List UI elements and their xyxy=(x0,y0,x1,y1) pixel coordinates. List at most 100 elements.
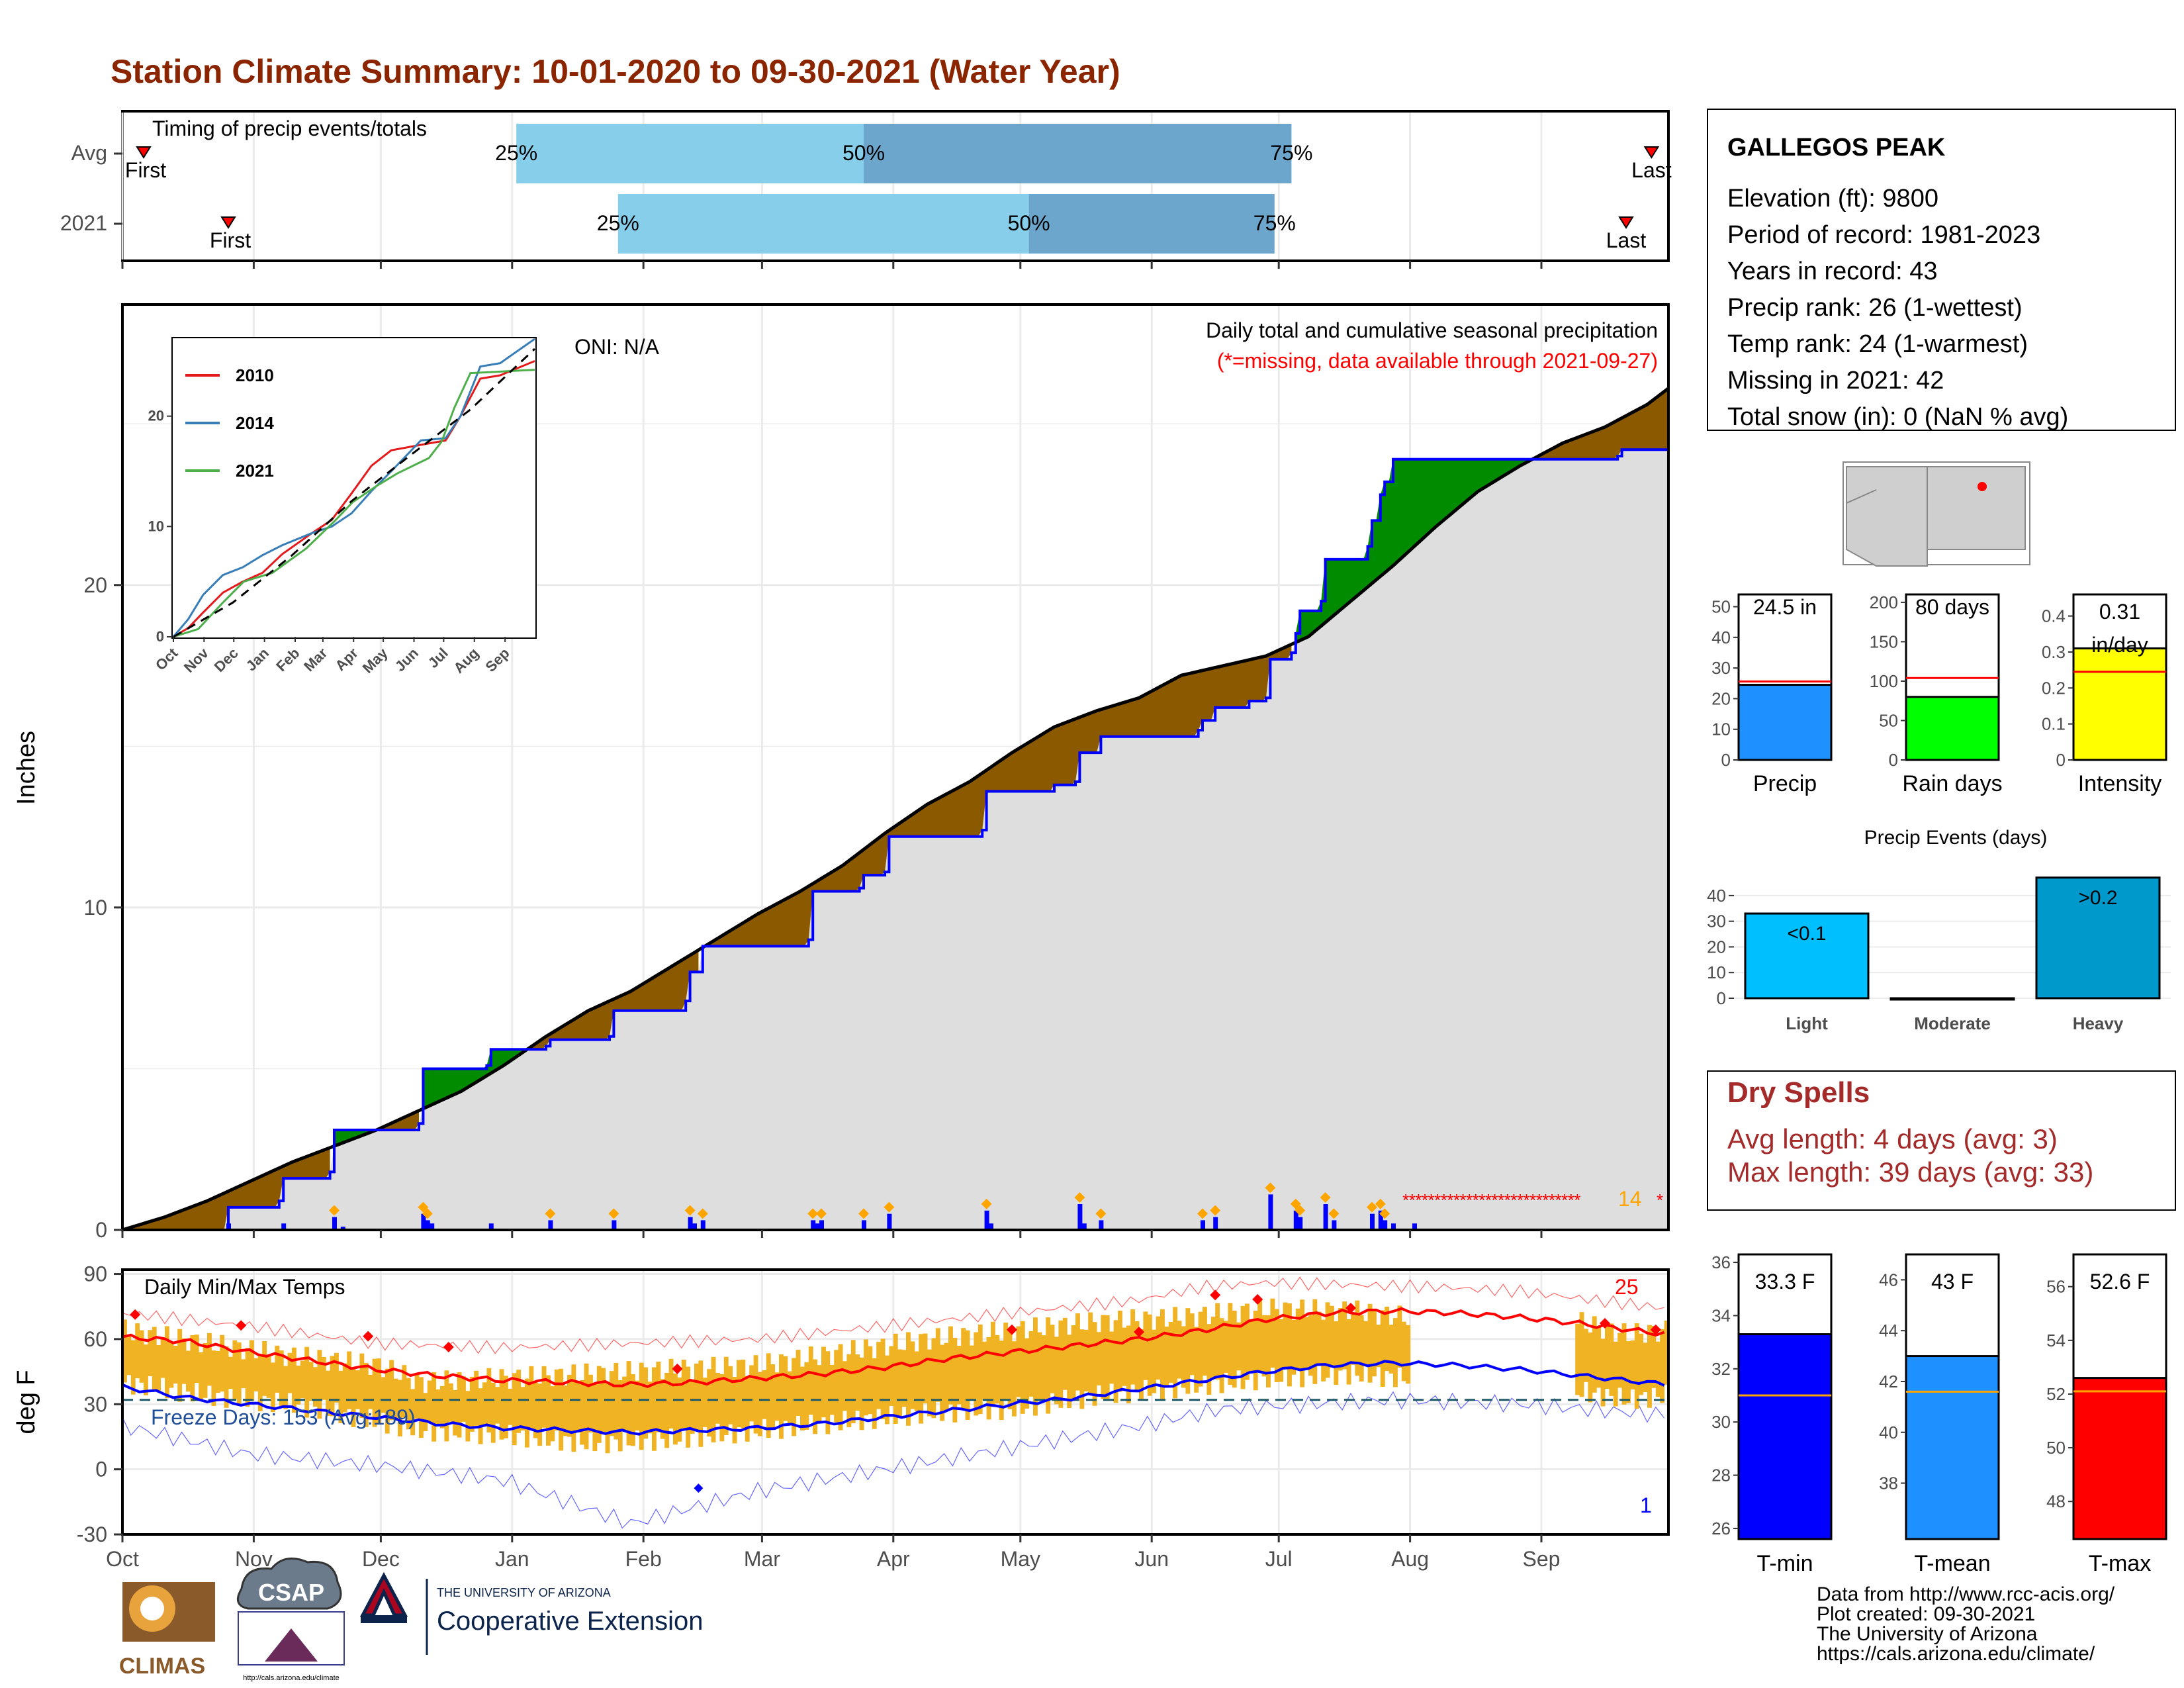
timing-marker-first xyxy=(136,146,152,159)
temp-bar-t-max xyxy=(2072,1377,2167,1540)
temp-daily-bar xyxy=(774,1372,780,1421)
temp-daily-bar xyxy=(1189,1313,1195,1376)
temp-daily-bar xyxy=(723,1356,729,1435)
month-label: Feb xyxy=(625,1547,662,1571)
missing-data-marker: * xyxy=(1434,1190,1441,1210)
temp-daily-bar xyxy=(1156,1316,1161,1380)
temp-record-max-line xyxy=(122,1276,1664,1354)
temp-daily-bar xyxy=(694,1363,699,1432)
temp-daily-bar xyxy=(432,1372,437,1442)
temp-daily-bar xyxy=(1160,1309,1165,1399)
station-name: GALLEGOS PEAK xyxy=(1727,134,1946,162)
timing-marker-label-last: Last xyxy=(1606,228,1647,252)
temp-daily-bar xyxy=(978,1324,983,1415)
month-label: Oct xyxy=(106,1547,139,1571)
temp-daily-bar xyxy=(1033,1317,1038,1416)
temp-daily-bar xyxy=(965,1330,970,1420)
temp-daily-bar xyxy=(520,1387,525,1430)
temp-daily-bar xyxy=(1075,1313,1080,1391)
temp-daily-bar xyxy=(1334,1321,1339,1385)
temp-daily-bar xyxy=(296,1365,301,1405)
temp-daily-bar xyxy=(897,1349,903,1417)
temp-daily-bar xyxy=(427,1380,432,1423)
temp-daily-bar xyxy=(986,1336,991,1420)
precip-events-panel: Precip Events (days) 0 10 20 30 40 <0.1 Light M… xyxy=(1707,827,2171,1033)
station-info-line: Period of record: 1981-2023 xyxy=(1727,221,2040,249)
missing-data-marker: * xyxy=(1492,1190,1498,1210)
precip-avg-cumulative-line xyxy=(122,387,1670,1232)
temp-y-axis-label: deg F xyxy=(13,1370,40,1434)
summary-bar-rain-days xyxy=(1905,696,2000,761)
temp-daily-bar xyxy=(850,1340,856,1424)
temp-daily-bar xyxy=(745,1376,750,1442)
temp-daily-bar xyxy=(419,1377,424,1438)
temp-daily-bar xyxy=(224,1346,229,1408)
precip-deficit-area xyxy=(707,644,1292,947)
temp-daily-bar xyxy=(1372,1310,1377,1377)
temp-daily-bar xyxy=(1651,1326,1657,1388)
dry-spells-title: Dry Spells xyxy=(1727,1076,1870,1109)
temp-y-tick-label: 0 xyxy=(95,1458,107,1481)
events-y-tick-label: 10 xyxy=(1707,962,1726,982)
temp-daily-bar xyxy=(504,1376,508,1438)
temp-daily-bar xyxy=(813,1359,818,1434)
precip-daily-bar xyxy=(989,1223,993,1230)
temp-daily-bar xyxy=(181,1338,187,1384)
temp-daily-bar xyxy=(250,1340,254,1401)
temp-daily-bar xyxy=(580,1380,585,1445)
temp-daily-bar xyxy=(842,1361,847,1411)
temp-daily-bar xyxy=(1596,1326,1602,1388)
temp-bar-category-label: T-mean xyxy=(1914,1551,1990,1576)
summary-bars: 0 10 20 30 40 50 24.5 in Precip 0 50 100 150 200 80 d… xyxy=(1711,592,2167,796)
precip-daily-bar xyxy=(1332,1220,1337,1230)
precip-daily-bar xyxy=(332,1217,337,1230)
temp-daily-bar xyxy=(385,1368,390,1434)
temp-daily-bar xyxy=(465,1391,471,1442)
temp-daily-bar xyxy=(1393,1318,1398,1387)
temp-daily-bar xyxy=(1321,1319,1326,1382)
temp-daily-bar xyxy=(1037,1332,1042,1401)
temp-bar-y-tick-label: 28 xyxy=(1711,1466,1731,1485)
temp-daily-bar xyxy=(804,1362,809,1430)
temp-daily-bar xyxy=(737,1360,741,1428)
temp-daily-bar xyxy=(1283,1302,1288,1368)
temp-daily-bar xyxy=(584,1363,589,1450)
temp-daily-bar xyxy=(1194,1327,1199,1393)
station-info-line: Temp rank: 24 (1-warmest) xyxy=(1727,330,2028,358)
temp-daily-bar xyxy=(1164,1327,1169,1385)
university-of-arizona-logo[interactable]: THE UNIVERSITY OF ARIZONA Cooperative Ex… xyxy=(359,1571,703,1655)
month-label: Sep xyxy=(1523,1547,1561,1571)
csap-logo[interactable]: CSAP http://cals.arizona.edu/climate xyxy=(236,1557,345,1682)
temp-daily-bar xyxy=(1388,1325,1394,1374)
dry-spells-max-length: Max length: 39 days (avg: 33) xyxy=(1727,1156,2093,1188)
temp-daily-bar xyxy=(698,1360,704,1447)
temp-daily-bar xyxy=(948,1326,953,1405)
temp-daily-bar xyxy=(1359,1315,1364,1382)
temp-daily-bar xyxy=(1088,1312,1093,1395)
precip-base-area xyxy=(122,449,1668,1230)
temp-daily-bar xyxy=(257,1356,263,1412)
missing-data-marker: * xyxy=(1529,1190,1536,1210)
temp-daily-bar xyxy=(347,1351,352,1409)
missing-data-marker: * xyxy=(1422,1190,1428,1210)
climas-logo[interactable]: CLIMAS xyxy=(119,1582,215,1679)
month-label: Jan xyxy=(495,1547,529,1571)
temp-daily-bar xyxy=(715,1372,720,1424)
temp-bar-y-tick-label: 54 xyxy=(2046,1331,2066,1350)
summary-y-tick-label: 40 xyxy=(1711,628,1731,647)
temp-daily-bar xyxy=(368,1374,373,1409)
summary-bar-value-label: in/day xyxy=(2091,633,2148,657)
temp-record-high-marker xyxy=(1007,1324,1017,1335)
temp-daily-bar xyxy=(617,1380,623,1452)
temp-daily-bar xyxy=(1287,1303,1292,1387)
precip-daily-bar xyxy=(1412,1223,1417,1230)
ua-extension-text: Cooperative Extension xyxy=(437,1607,703,1636)
precip-event-marker xyxy=(422,1208,433,1219)
hot-days-count: 25 xyxy=(1615,1275,1639,1299)
missing-data-marker: * xyxy=(1568,1190,1574,1210)
inset-y-tick-label: 10 xyxy=(148,518,164,534)
timing-marker-label-last: Last xyxy=(1631,158,1672,182)
temp-daily-bar xyxy=(245,1348,250,1407)
temp-daily-bar xyxy=(440,1385,445,1429)
